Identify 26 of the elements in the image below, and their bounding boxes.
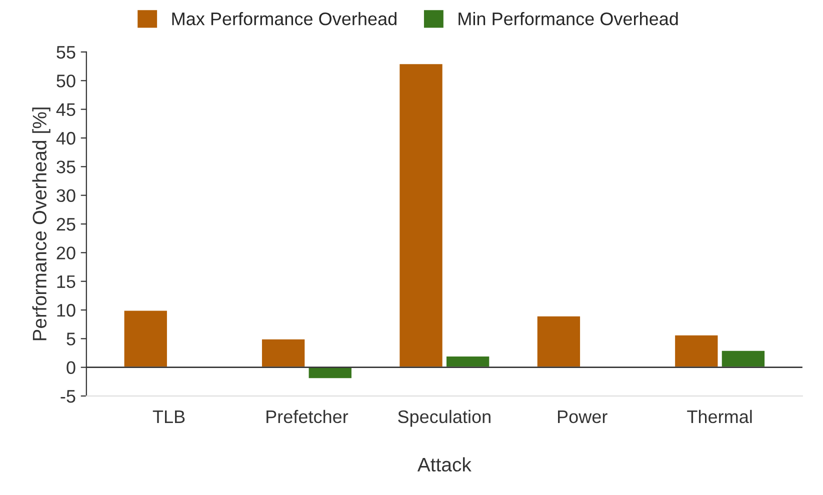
y-tick-label: -5 xyxy=(60,390,76,403)
bar xyxy=(122,309,168,368)
y-tick-label: 30 xyxy=(56,189,76,202)
bar xyxy=(307,366,353,380)
x-axis-title: Attack xyxy=(417,457,472,472)
x-tick-label: Prefetcher xyxy=(266,410,348,424)
y-tick-label: 20 xyxy=(56,246,76,260)
x-tick-label: TLB xyxy=(152,410,185,423)
y-tick-label: 0 xyxy=(66,361,76,374)
bar xyxy=(260,338,306,368)
bar xyxy=(536,315,582,368)
legend-label: Max Performance Overhead xyxy=(172,12,396,26)
y-tick-label: 15 xyxy=(57,275,76,288)
y-tick-label: 35 xyxy=(56,160,76,174)
y-axis-title: Performance Overhead [%] xyxy=(32,108,50,340)
y-tick-label: 55 xyxy=(56,46,76,59)
y-tick-label: 45 xyxy=(56,103,76,116)
x-tick-label: Thermal xyxy=(687,410,752,424)
y-tick-label: 25 xyxy=(56,218,76,231)
x-tick-label: Power xyxy=(558,410,608,424)
y-tick-label: 5 xyxy=(66,332,76,346)
legend-label: Min Performance Overhead xyxy=(458,12,678,26)
x-tick-label: Speculation xyxy=(398,410,490,427)
y-tick-label: 10 xyxy=(57,304,76,317)
y-tick-label: 50 xyxy=(56,74,76,88)
y-tick-label: 40 xyxy=(56,132,76,145)
